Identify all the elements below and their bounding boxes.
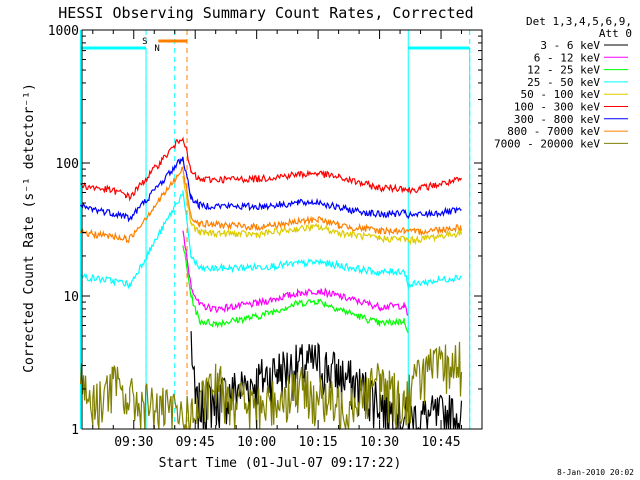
annotation-label: S bbox=[142, 37, 147, 47]
legend-header-line-2: Att 0 bbox=[599, 27, 632, 40]
legend-label: 50 - 100 keV bbox=[521, 88, 601, 101]
legend-label: 25 - 50 keV bbox=[527, 76, 600, 89]
y-tick-label: 10 bbox=[63, 290, 79, 305]
y-axis: 1 10 100 1000 bbox=[48, 24, 482, 438]
series-line-8 bbox=[79, 341, 463, 431]
marks-layer: SN bbox=[79, 30, 471, 429]
legend-label: 800 - 7000 keV bbox=[507, 125, 600, 138]
series-line-6 bbox=[80, 156, 462, 223]
y-tick-label: 100 bbox=[56, 157, 79, 172]
series-line-4 bbox=[182, 175, 463, 246]
series-line-1 bbox=[182, 230, 409, 316]
x-tick-label: 09:30 bbox=[114, 435, 153, 450]
y-tick-label: 1000 bbox=[48, 24, 79, 39]
y-axis-label: Corrected Count Rate (s⁻¹ detector⁻¹) bbox=[22, 83, 37, 373]
legend-label: 7000 - 20000 keV bbox=[494, 137, 600, 150]
series-line-7 bbox=[79, 166, 463, 244]
series-line-5 bbox=[80, 136, 463, 202]
series-layer bbox=[79, 136, 463, 431]
legend-label: 12 - 25 keV bbox=[527, 64, 600, 77]
chart-title: HESSI Observing Summary Count Rates, Cor… bbox=[58, 4, 473, 22]
x-tick-label: 10:15 bbox=[299, 435, 338, 450]
series-line-2 bbox=[182, 245, 409, 334]
series-line-3 bbox=[80, 190, 462, 290]
x-tick-label: 10:00 bbox=[237, 435, 276, 450]
legend-label: 100 - 300 keV bbox=[514, 101, 600, 114]
timestamp: 8-Jan-2010 20:02 bbox=[557, 468, 634, 477]
x-axis-label: Start Time (01-Jul-07 09:17:22) bbox=[159, 456, 402, 471]
annotation-label: N bbox=[154, 44, 159, 54]
y-tick-label: 1 bbox=[71, 423, 79, 438]
x-tick-label: 10:30 bbox=[360, 435, 399, 450]
plot-frame bbox=[81, 29, 483, 430]
legend-label: 300 - 800 keV bbox=[514, 113, 600, 126]
legend-header-line-1: Det 1,3,4,5,6,9, bbox=[526, 15, 632, 28]
x-tick-label: 09:45 bbox=[176, 435, 215, 450]
x-axis: 09:30 09:45 10:00 10:15 10:30 10:45 bbox=[92, 30, 483, 450]
legend-label: 3 - 6 keV bbox=[540, 39, 600, 52]
x-tick-label: 10:45 bbox=[421, 435, 460, 450]
legend-label: 6 - 12 keV bbox=[534, 51, 601, 64]
